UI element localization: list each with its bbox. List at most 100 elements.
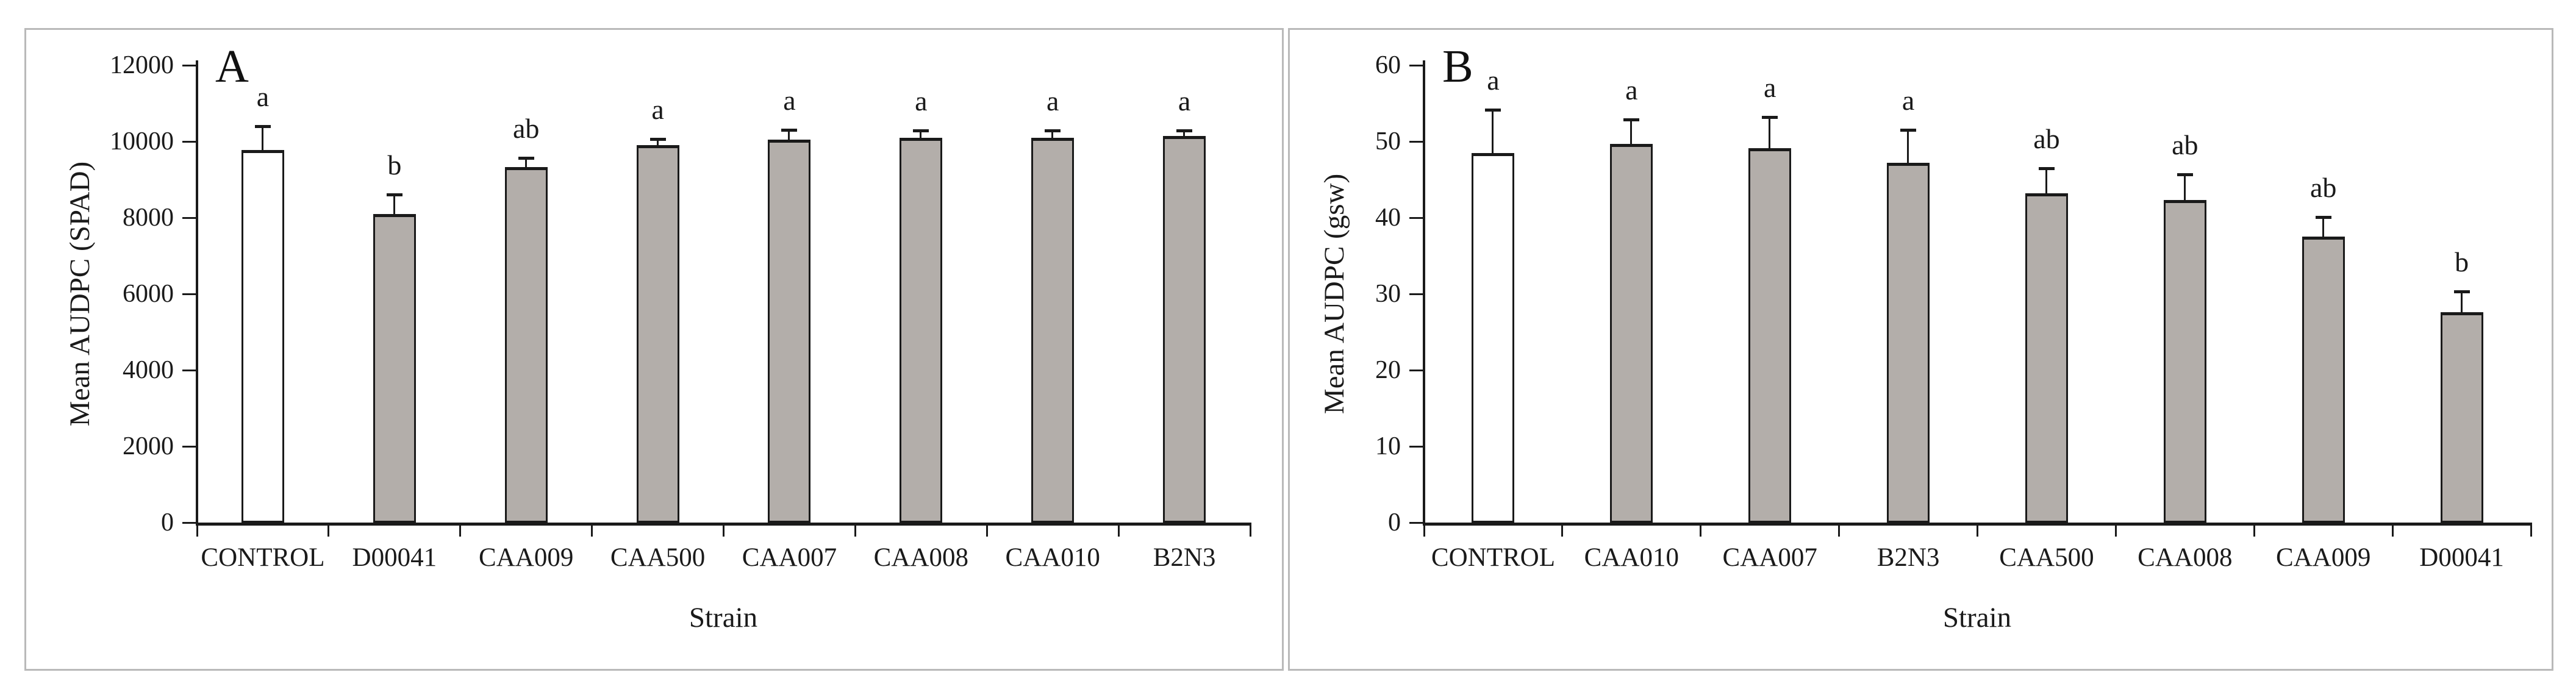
error-bar-cap: [1762, 116, 1778, 119]
x-tick: [327, 526, 330, 537]
error-bar-line: [1492, 109, 1494, 153]
y-tick-label: 10000: [110, 127, 174, 155]
x-tick: [2530, 526, 2532, 537]
error-bar-cap: [781, 128, 798, 132]
error-bar-line: [1907, 130, 1909, 163]
x-tick-label: CAA500: [1999, 543, 2094, 572]
significance-letter: b: [2455, 246, 2469, 278]
y-tick-label: 60: [1375, 51, 1401, 79]
x-tick-label: D00041: [2419, 543, 2504, 572]
bar-caa008: [900, 137, 943, 523]
y-tick: [182, 65, 197, 66]
error-bar-line: [2322, 216, 2324, 237]
error-bar-cap: [518, 156, 534, 160]
y-tick-label: 30: [1375, 280, 1401, 308]
y-axis-line: [1423, 60, 1425, 524]
error-bar-line: [656, 138, 659, 146]
bar-b2n3: [1163, 135, 1206, 523]
y-tick-label: 12000: [110, 51, 174, 79]
significance-letter: a: [651, 93, 664, 125]
significance-letter: a: [915, 85, 928, 116]
x-tick: [2114, 526, 2117, 537]
bar-caa500: [636, 145, 679, 523]
bar-caa007: [768, 139, 811, 523]
significance-letter: a: [1625, 74, 1638, 105]
bar-caa009: [504, 166, 548, 523]
x-tick-label: CAA500: [610, 543, 706, 572]
error-bar-line: [2183, 174, 2186, 201]
x-tick: [2253, 526, 2255, 537]
error-bar-line: [1051, 130, 1054, 138]
y-tick-label: 40: [1375, 204, 1401, 232]
error-bar-line: [1183, 130, 1186, 136]
x-tick: [459, 526, 462, 537]
y-tick: [182, 522, 197, 524]
significance-letter: ab: [512, 112, 540, 144]
x-tick-label: CAA007: [742, 543, 837, 572]
y-tick: [1409, 65, 1424, 66]
y-tick: [182, 370, 197, 371]
y-tick-label: 4000: [123, 356, 174, 384]
error-bar-cap: [386, 193, 402, 196]
x-axis-title-a: Strain: [689, 602, 758, 634]
x-tick: [1838, 526, 1841, 537]
significance-letter: a: [783, 84, 796, 116]
y-tick: [182, 141, 197, 143]
bar-caa500: [2025, 193, 2068, 523]
bar-caa009: [2302, 237, 2345, 523]
y-tick-label: 20: [1375, 356, 1401, 384]
x-tick-label: B2N3: [1153, 543, 1216, 572]
error-bar-cap: [913, 129, 929, 132]
x-tick: [2391, 526, 2394, 537]
x-tick-label: CONTROL: [1431, 543, 1555, 572]
x-axis-line: [196, 523, 1251, 526]
panel-letter-a: A: [215, 41, 249, 92]
error-bar-cap: [649, 137, 666, 141]
significance-letter: b: [387, 149, 402, 180]
x-tick: [1423, 526, 1425, 537]
chart-a: A Mean AUDPC (SPAD) Strain 0 2000 4000 6000…: [26, 30, 1282, 669]
y-tick-label: 50: [1375, 127, 1401, 155]
bar-control: [1472, 152, 1515, 523]
error-bar-line: [1769, 117, 1771, 149]
panel-letter-b: B: [1442, 41, 1473, 92]
bar-b2n3: [1887, 163, 1930, 523]
y-tick-label: 0: [161, 509, 174, 537]
y-tick-label: 2000: [123, 432, 174, 460]
error-bar-line: [2045, 168, 2047, 193]
y-tick: [1409, 370, 1424, 371]
bar-caa008: [2163, 200, 2206, 523]
x-tick: [854, 526, 856, 537]
panel-a-box: A Mean AUDPC (SPAD) Strain 0 2000 4000 6000…: [24, 28, 1284, 671]
error-bar-cap: [1176, 129, 1193, 132]
x-tick: [1249, 526, 1251, 537]
y-tick-label: 6000: [123, 280, 174, 308]
x-tick-label: CAA008: [2138, 543, 2233, 572]
error-bar-line: [524, 157, 527, 167]
x-tick-label: CAA009: [2276, 543, 2371, 572]
y-tick: [1409, 446, 1424, 448]
error-bar-cap: [2453, 290, 2470, 294]
x-tick-label: CAA009: [479, 543, 574, 572]
error-bar-cap: [254, 125, 271, 128]
error-bar-cap: [1623, 118, 1640, 121]
error-bar-cap: [1485, 108, 1501, 112]
bar-caa007: [1748, 148, 1792, 523]
x-tick-label: CAA008: [873, 543, 968, 572]
bar-d00041: [373, 213, 416, 523]
x-tick-label: CAA010: [1584, 543, 1679, 572]
error-bar-line: [393, 194, 395, 214]
significance-letter: a: [1487, 64, 1500, 96]
x-axis-line: [1423, 523, 2532, 526]
significance-letter: a: [1178, 85, 1191, 116]
error-bar-cap: [1900, 129, 1917, 132]
y-tick: [1409, 217, 1424, 219]
y-axis-line: [196, 60, 198, 524]
error-bar-cap: [1045, 129, 1061, 132]
error-bar-cap: [2038, 166, 2055, 170]
y-tick: [182, 293, 197, 295]
x-tick-label: D00041: [352, 543, 437, 572]
panel-b-box: B Mean AUDPC (gsw) Strain 0 10 20 30 40 50 60 a…: [1288, 28, 2553, 671]
error-bar-line: [1630, 119, 1633, 144]
